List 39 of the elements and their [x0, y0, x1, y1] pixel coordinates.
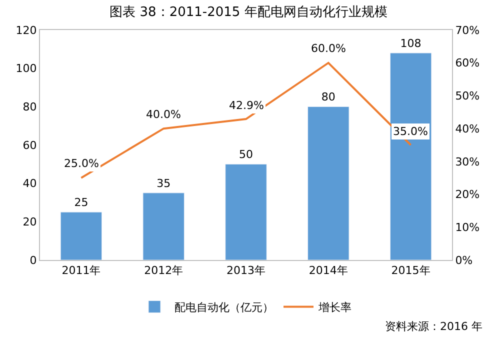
legend-label: 增长率 — [318, 300, 352, 314]
x-tick-label: 2012年 — [144, 264, 184, 278]
y-tick-label: 120 — [16, 24, 37, 37]
data-label: 50 — [239, 148, 253, 162]
bar — [142, 192, 184, 260]
bar — [390, 52, 432, 260]
y2-tick-label: 60% — [455, 56, 480, 70]
data-label: 35 — [156, 176, 171, 190]
x-tick-label: 2013年 — [226, 264, 266, 278]
y2-tick-label: 10% — [455, 220, 480, 234]
y-tick-label: 20 — [22, 216, 37, 229]
y-tick-label: 0 — [30, 254, 37, 267]
data-label: 25.0% — [64, 157, 99, 170]
bar — [308, 106, 350, 260]
legend-label: 配电自动化（亿元） — [174, 300, 274, 314]
y2-tick-label: 30% — [455, 155, 480, 168]
y-tick-label: 40 — [22, 177, 37, 190]
y-tick-label: 80 — [22, 100, 37, 114]
x-tick-label: 2011年 — [62, 264, 101, 278]
y2-tick-label: 50% — [455, 90, 480, 103]
y2-tick-label: 70% — [455, 24, 480, 37]
bar — [225, 164, 267, 260]
text: 资料来源：2016 年 — [385, 320, 482, 333]
data-label: 35.0% — [393, 125, 428, 138]
data-label: 42.9% — [229, 99, 264, 112]
chart-title: 图表 38：2011-2015 年配电网自动化行业规模 — [110, 5, 388, 20]
data-label: 108 — [400, 37, 422, 50]
data-label: 60.0% — [311, 42, 346, 55]
data-label: 40.0% — [146, 108, 181, 121]
y-tick-label: 100 — [16, 62, 37, 76]
x-tick-label: 2015年 — [391, 264, 430, 278]
data-label: 80 — [321, 90, 336, 104]
y2-tick-label: 40% — [455, 122, 480, 136]
x-tick-label: 2014年 — [308, 264, 348, 278]
y-tick-label: 60 — [22, 138, 37, 152]
y2-tick-label: 0% — [455, 254, 473, 267]
y2-tick-label: 20% — [455, 188, 480, 202]
bar — [60, 212, 102, 260]
data-label: 25 — [74, 196, 88, 210]
